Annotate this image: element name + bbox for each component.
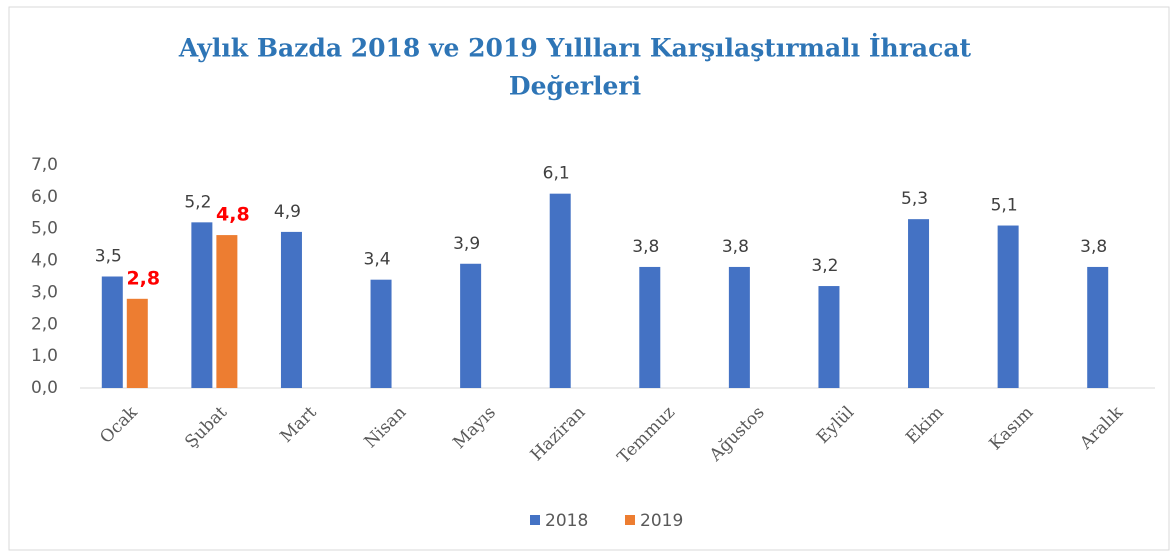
- y-tick-label: 3,0: [31, 282, 58, 302]
- data-label: 3,8: [722, 237, 749, 257]
- bar: [216, 235, 238, 388]
- data-label: 3,8: [632, 237, 659, 257]
- bar: [908, 219, 930, 388]
- data-label: 3,2: [811, 256, 838, 276]
- data-label: 5,2: [184, 192, 211, 212]
- bar: [126, 298, 148, 388]
- data-label: 4,9: [274, 202, 301, 222]
- legend-label: 2018: [545, 511, 588, 531]
- y-tick-label: 0,0: [31, 378, 58, 398]
- data-label: 3,8: [1080, 237, 1107, 257]
- bar: [191, 222, 213, 388]
- legend-swatch: [625, 515, 635, 525]
- bar: [997, 225, 1019, 388]
- bar: [280, 231, 302, 388]
- data-label: 3,4: [364, 250, 391, 270]
- data-label: 3,5: [95, 247, 122, 267]
- data-label: 5,3: [901, 189, 928, 209]
- bar: [818, 286, 840, 388]
- y-tick-label: 7,0: [31, 155, 58, 175]
- legend-label: 2019: [640, 511, 683, 531]
- data-label: 2,8: [126, 267, 160, 289]
- bar: [1087, 266, 1109, 388]
- legend-swatch: [530, 515, 540, 525]
- bar: [101, 276, 123, 388]
- chart-title: Değerleri: [509, 72, 641, 101]
- data-label: 3,9: [453, 234, 480, 254]
- chart-title: Aylık Bazda 2018 ve 2019 Yıllları Karşıl…: [178, 34, 972, 63]
- bar: [639, 266, 661, 388]
- bar: [728, 266, 750, 388]
- data-label: 6,1: [543, 164, 570, 184]
- y-tick-label: 4,0: [31, 251, 58, 271]
- y-tick-label: 2,0: [31, 314, 58, 334]
- y-tick-label: 5,0: [31, 219, 58, 239]
- data-label: 5,1: [991, 196, 1018, 216]
- y-tick-label: 6,0: [31, 187, 58, 207]
- bar: [370, 279, 392, 388]
- bar: [549, 193, 571, 388]
- bar: [460, 263, 482, 388]
- data-label: 4,8: [216, 204, 250, 226]
- y-tick-label: 1,0: [31, 346, 58, 366]
